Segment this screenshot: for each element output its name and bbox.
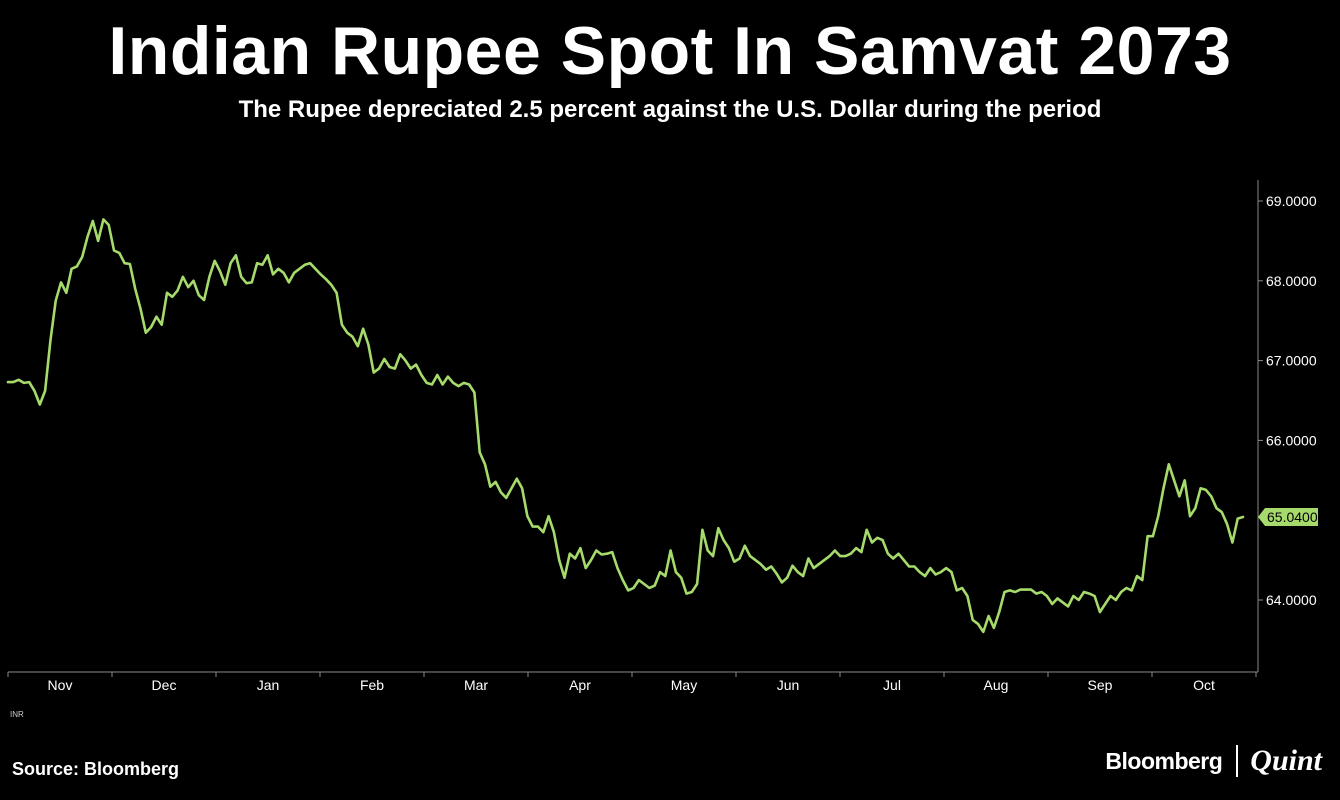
x-tick-label: May <box>671 677 697 693</box>
x-tick-label: Feb <box>360 677 384 693</box>
y-tick-label: 64.0000 <box>1266 592 1317 608</box>
quint-wordmark: Quint <box>1250 744 1322 777</box>
y-tick-label: 69.0000 <box>1266 193 1317 209</box>
x-tick-label: Jan <box>257 677 280 693</box>
last-value-badge <box>1258 508 1318 527</box>
source-note: Source: Bloomberg <box>12 759 180 779</box>
last-value-label: 65.0400 <box>1267 509 1318 525</box>
line-chart: 69.0000 68.0000 67.0000 66.0000 64.0000 Nov De… <box>6 180 1318 719</box>
brand-logo: Bloomberg Quint <box>1105 744 1322 778</box>
brand-divider <box>1236 745 1239 777</box>
x-tick-label: Jul <box>883 677 901 693</box>
inr-series-line <box>6 218 1245 634</box>
y-tick-label: 66.0000 <box>1266 432 1317 448</box>
x-tick-label: Nov <box>48 677 73 693</box>
x-tick-label: Sep <box>1088 677 1113 693</box>
x-tick-label: Oct <box>1193 677 1215 693</box>
chart-title: Indian Rupee Spot In Samvat 2073 <box>108 13 1232 89</box>
chart-subtitle: The Rupee depreciated 2.5 percent agains… <box>238 96 1102 123</box>
x-tick-label: Dec <box>152 677 177 693</box>
x-tick-label: Aug <box>984 677 1009 693</box>
series-label: INR <box>10 710 24 719</box>
x-tick-label: Apr <box>569 677 591 693</box>
y-tick-label: 68.0000 <box>1266 273 1317 289</box>
x-tick-label: Jun <box>777 677 800 693</box>
x-tick-label: Mar <box>464 677 488 693</box>
y-tick-label: 67.0000 <box>1266 353 1317 369</box>
bloomberg-wordmark: Bloomberg <box>1105 747 1223 774</box>
